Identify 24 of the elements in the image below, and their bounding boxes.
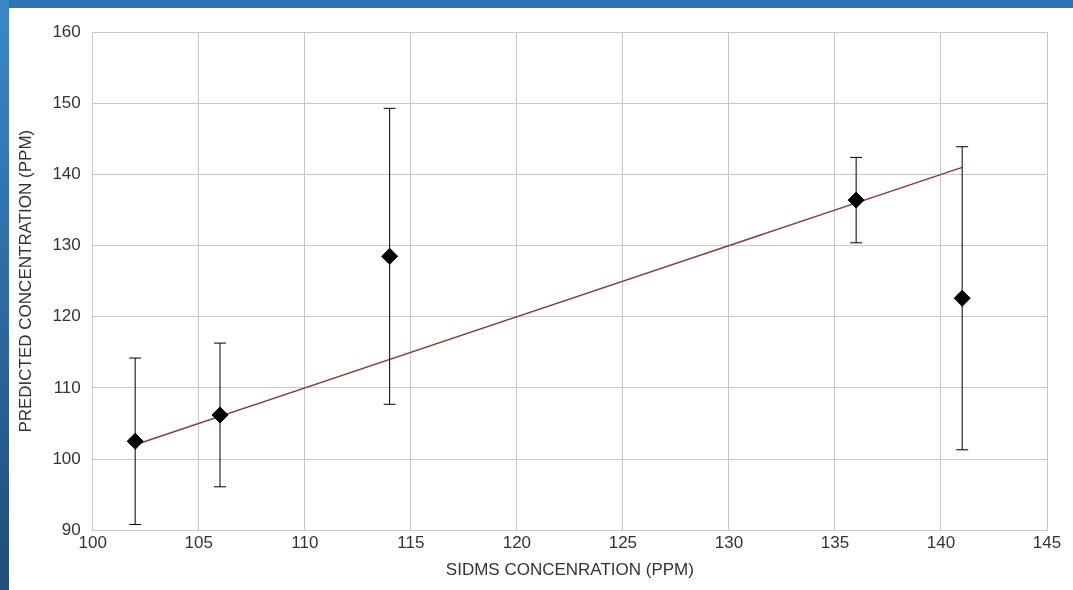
x-tick-label: 145: [1032, 533, 1062, 553]
y-tick-label: 120: [52, 306, 81, 326]
point: [126, 432, 144, 450]
y-tick-label: 110: [53, 377, 81, 397]
x-tick-label: 120: [502, 533, 532, 553]
point: [381, 247, 399, 265]
point: [953, 289, 971, 307]
x-tick-label: 105: [184, 533, 213, 553]
x-tick-label: 135: [820, 533, 850, 553]
point: [847, 191, 865, 209]
y-tick-label: 100: [52, 448, 81, 468]
x-tick-label: 115: [397, 533, 425, 553]
y-tick-label: 160: [52, 21, 81, 41]
y-tick-label: 140: [52, 164, 81, 184]
x-tick-label: 100: [78, 533, 107, 553]
x-tick-label: 140: [926, 533, 956, 553]
y-axis-title: PREDICTED CONCENTRATION (PPM): [15, 129, 35, 433]
y-tick-label: 150: [52, 93, 81, 113]
x-tick-label: 125: [608, 533, 638, 553]
x-tick-label: 110: [291, 533, 319, 553]
x-axis-title: SIDMS CONCENRATION (PPM): [445, 560, 694, 580]
y-tick-label: 130: [52, 235, 81, 255]
x-tick-label: 130: [714, 533, 744, 553]
y-tick-label: 90: [61, 519, 81, 539]
